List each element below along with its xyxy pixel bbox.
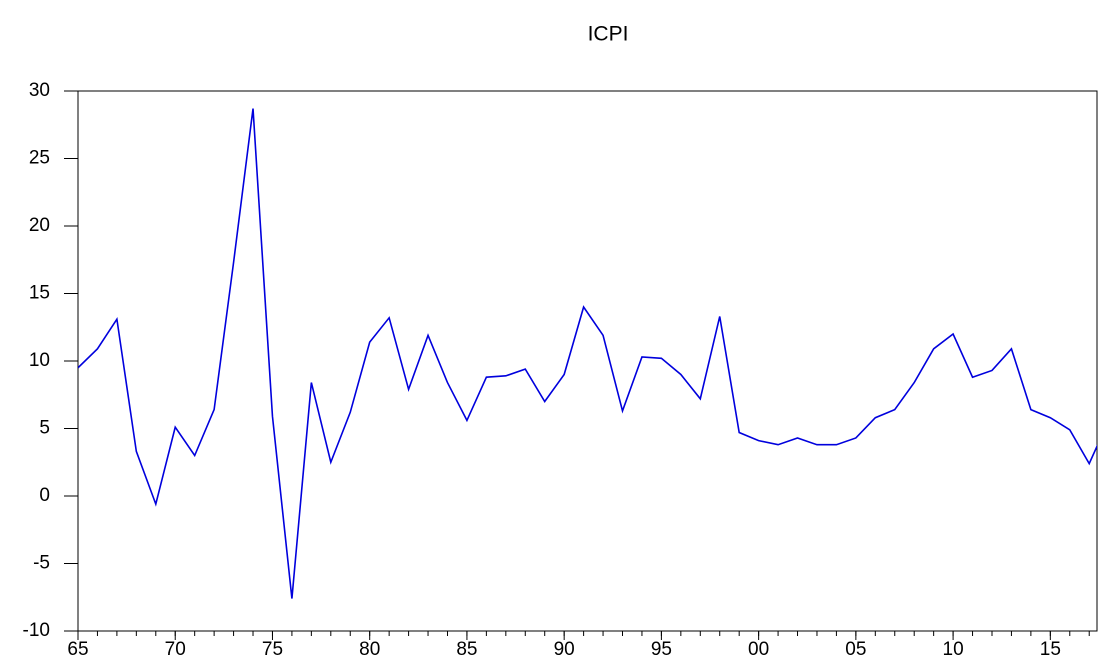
x-tick-label: 15: [1040, 639, 1061, 660]
x-tick-label: 10: [943, 639, 964, 660]
x-tick-label: 85: [456, 639, 477, 660]
y-tick-label: 0: [39, 485, 50, 506]
y-tick-label: 10: [29, 350, 50, 371]
x-tick-label: 65: [67, 639, 88, 660]
x-tick-label: 05: [845, 639, 866, 660]
y-tick-label: 25: [29, 148, 50, 169]
y-tick-label: 5: [39, 418, 50, 439]
y-tick-label: 20: [29, 215, 50, 236]
y-tick-label: 30: [29, 80, 50, 101]
x-tick-label: 75: [262, 639, 283, 660]
x-tick-label: 95: [651, 639, 672, 660]
y-tick-label: -5: [33, 553, 50, 574]
data-line: [78, 108, 1097, 599]
x-tick-label: 00: [748, 639, 769, 660]
x-tick-label: 80: [359, 639, 380, 660]
y-tick-label: -10: [23, 620, 50, 641]
plot-frame: [77, 90, 1098, 632]
y-tick-label: 15: [29, 283, 50, 304]
x-tick-label: 70: [165, 639, 186, 660]
chart-title: ICPI: [588, 23, 629, 46]
x-tick-label: 90: [554, 639, 575, 660]
plot-area: [78, 108, 1097, 599]
